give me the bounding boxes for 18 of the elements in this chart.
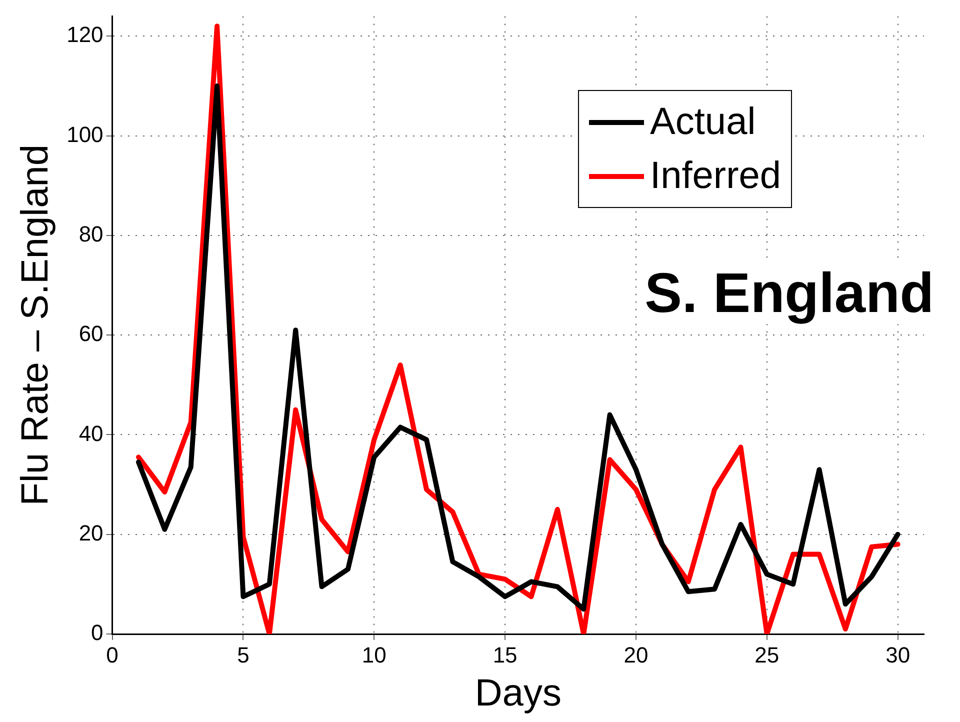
annotation: S. England — [644, 261, 934, 324]
y-tick-label: 20 — [78, 520, 104, 546]
x-tick-label: 25 — [754, 642, 780, 668]
x-tick-label: 30 — [886, 642, 910, 668]
x-axis-title: Days — [474, 672, 562, 715]
y-tick-label: 120 — [66, 22, 104, 48]
y-tick-label: 40 — [78, 420, 104, 446]
legend-label: Inferred — [649, 154, 781, 198]
y-axis-title: Flu Rate – S.England — [14, 144, 56, 506]
x-tick-label: 20 — [624, 642, 648, 668]
y-tick-label: 100 — [66, 122, 104, 147]
x-tick-label: 15 — [492, 642, 518, 668]
legend-label: Actual — [649, 100, 757, 144]
x-tick-label: 5 — [237, 642, 250, 668]
y-tick-label: 0 — [91, 620, 104, 646]
x-tick-label: 10 — [362, 642, 386, 668]
y-tick-label: 80 — [78, 221, 104, 246]
y-tick-label: 60 — [78, 321, 104, 346]
